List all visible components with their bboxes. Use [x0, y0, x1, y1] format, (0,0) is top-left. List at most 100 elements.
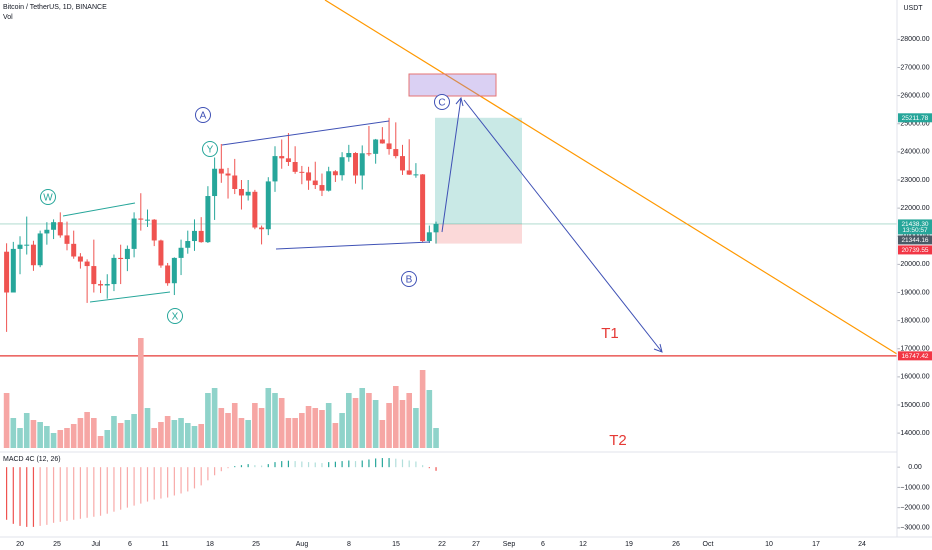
- price-tag-label: 20739.55: [901, 247, 928, 254]
- volume-bar: [171, 420, 178, 448]
- candle-body: [353, 153, 359, 176]
- volume-bar: [218, 408, 225, 448]
- volume-bar: [77, 418, 84, 448]
- wave-circle: [195, 107, 211, 123]
- candle-body: [145, 219, 151, 221]
- candle-body: [77, 256, 83, 262]
- volume-bar: [419, 370, 426, 448]
- price-tag-countdown: 13:50:57: [902, 227, 928, 234]
- volume-bar: [386, 403, 392, 448]
- candle-body: [205, 196, 211, 243]
- candle-body: [10, 248, 16, 293]
- candle-body: [165, 265, 171, 284]
- candle-body: [339, 157, 345, 176]
- time-tick-label: 20: [16, 541, 24, 548]
- wave-label: B: [406, 275, 413, 286]
- price-tag-label: 25211.78: [902, 115, 929, 122]
- trend-line: [275, 241, 431, 250]
- volume-bar: [131, 414, 137, 448]
- wave-circle: [167, 308, 183, 324]
- volume-bar: [84, 412, 90, 448]
- time-tick-label: Aug: [296, 541, 309, 548]
- volume-bar: [392, 386, 399, 448]
- time-tick-label: 22: [438, 541, 446, 548]
- volume-bar: [272, 393, 278, 448]
- volume-bar: [379, 420, 386, 448]
- time-tick-label: 24: [858, 541, 866, 548]
- candle-body: [406, 170, 412, 175]
- wave-label: Y: [207, 145, 214, 156]
- price-tag-label: 16747.42: [901, 353, 928, 360]
- volume-bar: [70, 424, 77, 448]
- candle-body: [433, 223, 439, 233]
- volume-bar: [359, 388, 366, 448]
- candle-body: [185, 241, 191, 248]
- volume-bar: [23, 413, 30, 448]
- wave-label: C: [438, 98, 445, 109]
- price-tick-label: 16000.00: [900, 374, 929, 381]
- candle-body: [332, 171, 338, 176]
- volume-bar: [433, 428, 439, 448]
- wave-circle: [434, 94, 450, 110]
- time-tick-label: 18: [206, 541, 214, 548]
- candle-body: [420, 174, 426, 242]
- volume-bar: [178, 418, 184, 448]
- candle-body: [191, 230, 197, 242]
- volume-title: Vol: [3, 14, 13, 21]
- volume-bar: [138, 338, 144, 448]
- volume-bar: [91, 418, 97, 448]
- candle-body: [57, 222, 63, 236]
- profit-zone: [435, 117, 522, 224]
- macd-tick-label: −2000.00: [900, 504, 929, 511]
- volume-bar: [305, 406, 312, 448]
- candle-body: [238, 189, 244, 196]
- price-tag: [898, 113, 932, 123]
- time-tick-label: 8: [347, 541, 351, 548]
- volume-bar: [57, 430, 64, 448]
- volume-bar: [325, 403, 332, 448]
- volume-bar: [339, 413, 345, 448]
- volume-bar: [399, 400, 406, 448]
- projection-arrow: [463, 99, 663, 353]
- volume-bar: [366, 393, 372, 448]
- time-tick-label: 27: [472, 541, 480, 548]
- candle-body: [111, 257, 117, 285]
- candle-body: [279, 156, 285, 159]
- trend-line: [89, 291, 171, 303]
- candle-body: [225, 173, 231, 176]
- volume-bar: [164, 416, 171, 448]
- symbol-title: Bitcoin / TetherUS, 1D, BINANCE: [3, 4, 107, 11]
- candle-body: [366, 153, 372, 155]
- time-tick-label: 15: [392, 541, 400, 548]
- candle-body: [426, 232, 432, 242]
- volume-bar: [413, 408, 419, 448]
- candle-body: [104, 284, 110, 286]
- candle-body: [359, 153, 365, 176]
- volume-bar: [252, 403, 258, 448]
- price-tag: [898, 235, 932, 245]
- volume-bar: [10, 418, 17, 448]
- candle-body: [118, 257, 124, 260]
- candle-body: [151, 219, 157, 241]
- time-tick-label: 25: [53, 541, 61, 548]
- candle-body: [379, 139, 385, 144]
- time-tick-label: 19: [625, 541, 633, 548]
- candle-body: [218, 168, 224, 174]
- price-tick-label: 24000.00: [900, 149, 929, 156]
- candle-body: [326, 171, 332, 191]
- volume-bar: [299, 413, 305, 448]
- time-tick-label: Oct: [703, 541, 714, 548]
- volume-bar: [211, 388, 218, 448]
- price-tag: [898, 219, 932, 235]
- time-tick-label: 25: [252, 541, 260, 548]
- target-label: T2: [609, 432, 627, 449]
- volume-bar: [285, 418, 292, 448]
- volume-bar: [352, 398, 359, 448]
- volume-bar: [144, 408, 151, 448]
- price-tag: [898, 351, 932, 361]
- candle-body: [259, 227, 265, 230]
- wave-label: W: [43, 193, 53, 204]
- trend-line: [324, 0, 898, 355]
- candle-body: [84, 261, 90, 267]
- volume-bar: [205, 393, 211, 448]
